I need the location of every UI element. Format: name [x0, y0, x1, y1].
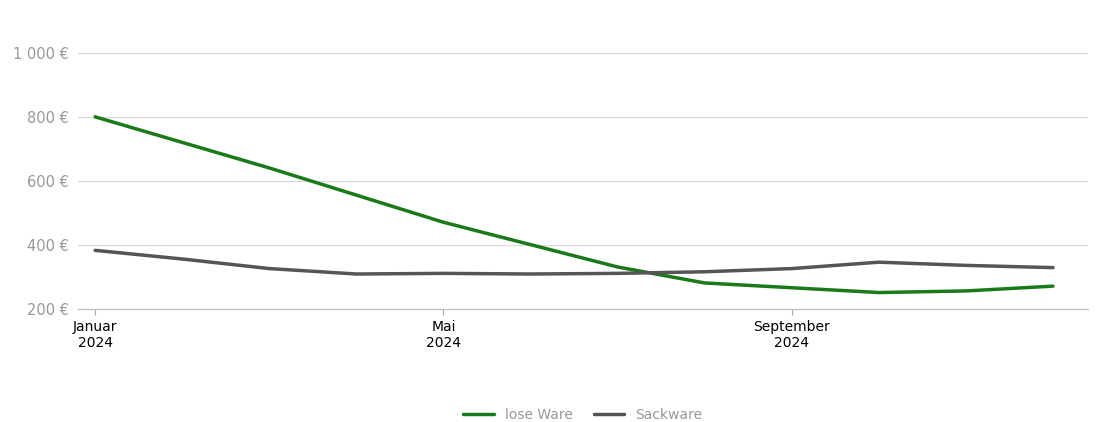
Sackware	[175, 257, 189, 262]
Line: Sackware: Sackware	[95, 250, 1053, 274]
Sackware	[785, 266, 798, 271]
lose Ware	[872, 290, 886, 295]
Sackware	[959, 263, 972, 268]
lose Ware	[785, 285, 798, 290]
Sackware	[698, 269, 712, 274]
Legend: lose Ware, Sackware: lose Ware, Sackware	[457, 403, 708, 422]
lose Ware	[263, 165, 276, 170]
lose Ware	[524, 242, 537, 247]
lose Ware	[610, 265, 624, 270]
Sackware	[89, 248, 102, 253]
Sackware	[350, 271, 363, 276]
lose Ware	[959, 288, 972, 293]
lose Ware	[1047, 284, 1060, 289]
lose Ware	[698, 281, 712, 286]
Sackware	[1047, 265, 1060, 270]
lose Ware	[175, 140, 189, 145]
Sackware	[524, 271, 537, 276]
Sackware	[610, 271, 624, 276]
lose Ware	[350, 192, 363, 197]
lose Ware	[89, 114, 102, 119]
lose Ware	[436, 220, 450, 225]
Sackware	[263, 266, 276, 271]
Line: lose Ware: lose Ware	[95, 117, 1053, 292]
Sackware	[872, 260, 886, 265]
Sackware	[436, 271, 450, 276]
